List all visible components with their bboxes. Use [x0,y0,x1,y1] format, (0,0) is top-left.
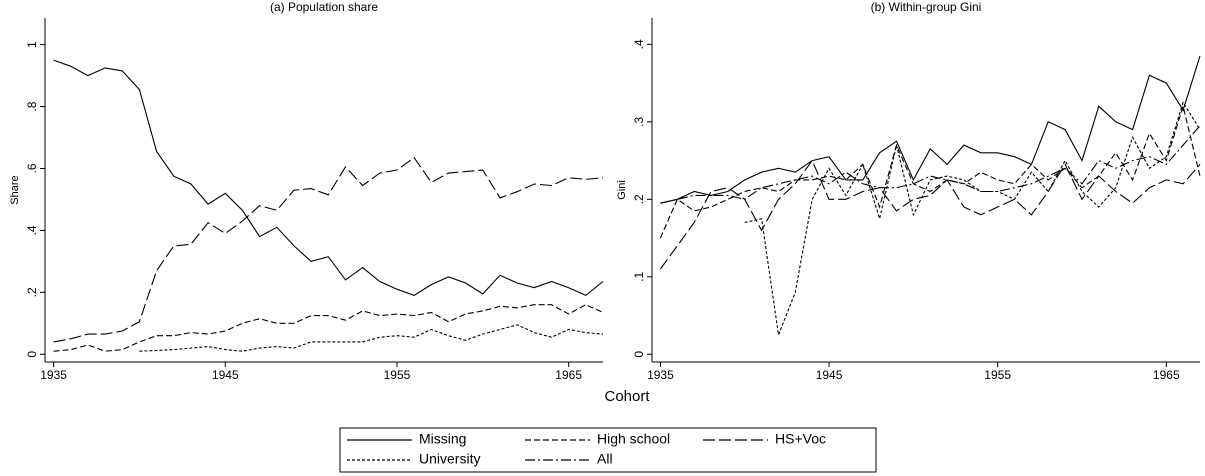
legend-label: University [419,451,480,467]
legend-box [339,427,877,473]
y-tick-label: 0 [632,351,646,358]
legend-label: Missing [419,431,466,447]
series-line [660,125,1201,204]
y-tick-label: .3 [632,116,646,126]
series-line [53,59,604,297]
x-tick-label: 1965 [1153,368,1180,382]
y-tick-label: .6 [25,163,39,173]
x-tick-label: 1945 [816,368,843,382]
x-axis-label: Cohort [604,388,650,405]
x-tick-label: 1935 [40,368,67,382]
x-tick-label: 1955 [984,368,1011,382]
legend-label: HS+Voc [775,431,826,447]
series-line [660,55,1201,204]
x-tick-label: 1965 [555,368,582,382]
y-tick-label: 1 [25,41,39,48]
y-tick-label: .4 [632,39,646,49]
legend: Missing High school HS+Voc University All [339,427,877,473]
series-line [139,324,604,352]
x-tick-label: 1945 [212,368,239,382]
y-tick-label: .2 [25,287,39,297]
y-tick-label: 0 [25,351,39,358]
x-tick-label: 1935 [647,368,674,382]
legend-label: High school [597,431,670,447]
series-line [659,104,1201,239]
series-line [53,304,604,352]
y-axis-label: Share [9,175,21,204]
legend-label: All [597,451,613,467]
series-line [53,156,604,343]
y-axis-label: Gini [616,180,628,200]
y-tick-label: .8 [25,101,39,111]
series-line [659,159,1201,270]
series-line [744,101,1201,338]
chart-title: (b) Within-group Gini [871,0,982,14]
y-tick-label: .1 [632,271,646,281]
chart-title: (a) Population share [270,0,378,14]
x-tick-label: 1955 [384,368,411,382]
y-tick-label: .2 [632,194,646,204]
y-tick-label: .4 [25,225,39,235]
